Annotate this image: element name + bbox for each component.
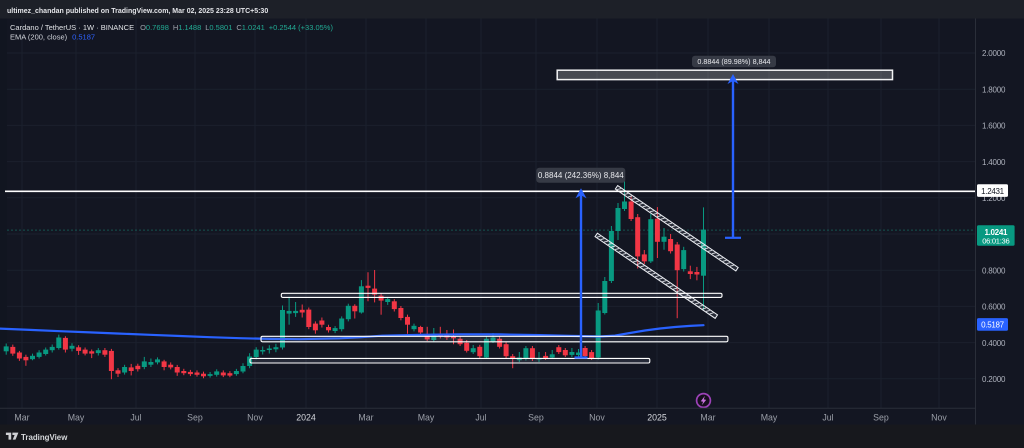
svg-text:0.5187: 0.5187 <box>981 321 1005 330</box>
svg-text:0.4000: 0.4000 <box>982 339 1006 348</box>
svg-text:May: May <box>761 413 778 423</box>
svg-text:Mar: Mar <box>14 413 29 423</box>
svg-text:1.8000: 1.8000 <box>982 85 1006 94</box>
svg-text:0.6000: 0.6000 <box>982 303 1006 312</box>
svg-text:0.8844 (242.36%) 8,844: 0.8844 (242.36%) 8,844 <box>538 171 624 180</box>
svg-text:0.8000: 0.8000 <box>982 266 1006 275</box>
svg-text:ultimez_chandan published on T: ultimez_chandan published on TradingView… <box>7 8 268 15</box>
svg-text:Sep: Sep <box>528 413 544 423</box>
svg-text:2.0000: 2.0000 <box>982 49 1006 58</box>
svg-text:06:01:36: 06:01:36 <box>982 237 1009 246</box>
svg-text:May: May <box>68 413 85 423</box>
svg-text:Nov: Nov <box>589 413 605 423</box>
svg-text:Mar: Mar <box>700 413 715 423</box>
svg-text:Nov: Nov <box>931 413 947 423</box>
svg-text:Mar: Mar <box>358 413 373 423</box>
svg-text:0.8844 (89.98%) 8,844: 0.8844 (89.98%) 8,844 <box>697 57 770 66</box>
svg-text:TradingView: TradingView <box>21 433 68 442</box>
svg-text:1.0241: 1.0241 <box>984 228 1008 237</box>
svg-text:Jul: Jul <box>130 413 141 423</box>
svg-text:1.2000: 1.2000 <box>982 194 1006 203</box>
svg-text:Sep: Sep <box>187 413 203 423</box>
svg-text:1.4000: 1.4000 <box>982 158 1006 167</box>
svg-text:2024: 2024 <box>296 413 316 423</box>
svg-text:Sep: Sep <box>873 413 889 423</box>
svg-text:1.6000: 1.6000 <box>982 122 1006 131</box>
svg-text:Jul: Jul <box>475 413 486 423</box>
svg-text:1.2431: 1.2431 <box>981 187 1005 196</box>
svg-text:Jul: Jul <box>822 413 833 423</box>
svg-text:Nov: Nov <box>247 413 263 423</box>
svg-text:EMA (200, close)0.5187: EMA (200, close) 0.5187 <box>10 33 95 42</box>
svg-text:0.2000: 0.2000 <box>982 375 1006 384</box>
svg-text:May: May <box>418 413 435 423</box>
svg-text:2025: 2025 <box>647 413 667 423</box>
